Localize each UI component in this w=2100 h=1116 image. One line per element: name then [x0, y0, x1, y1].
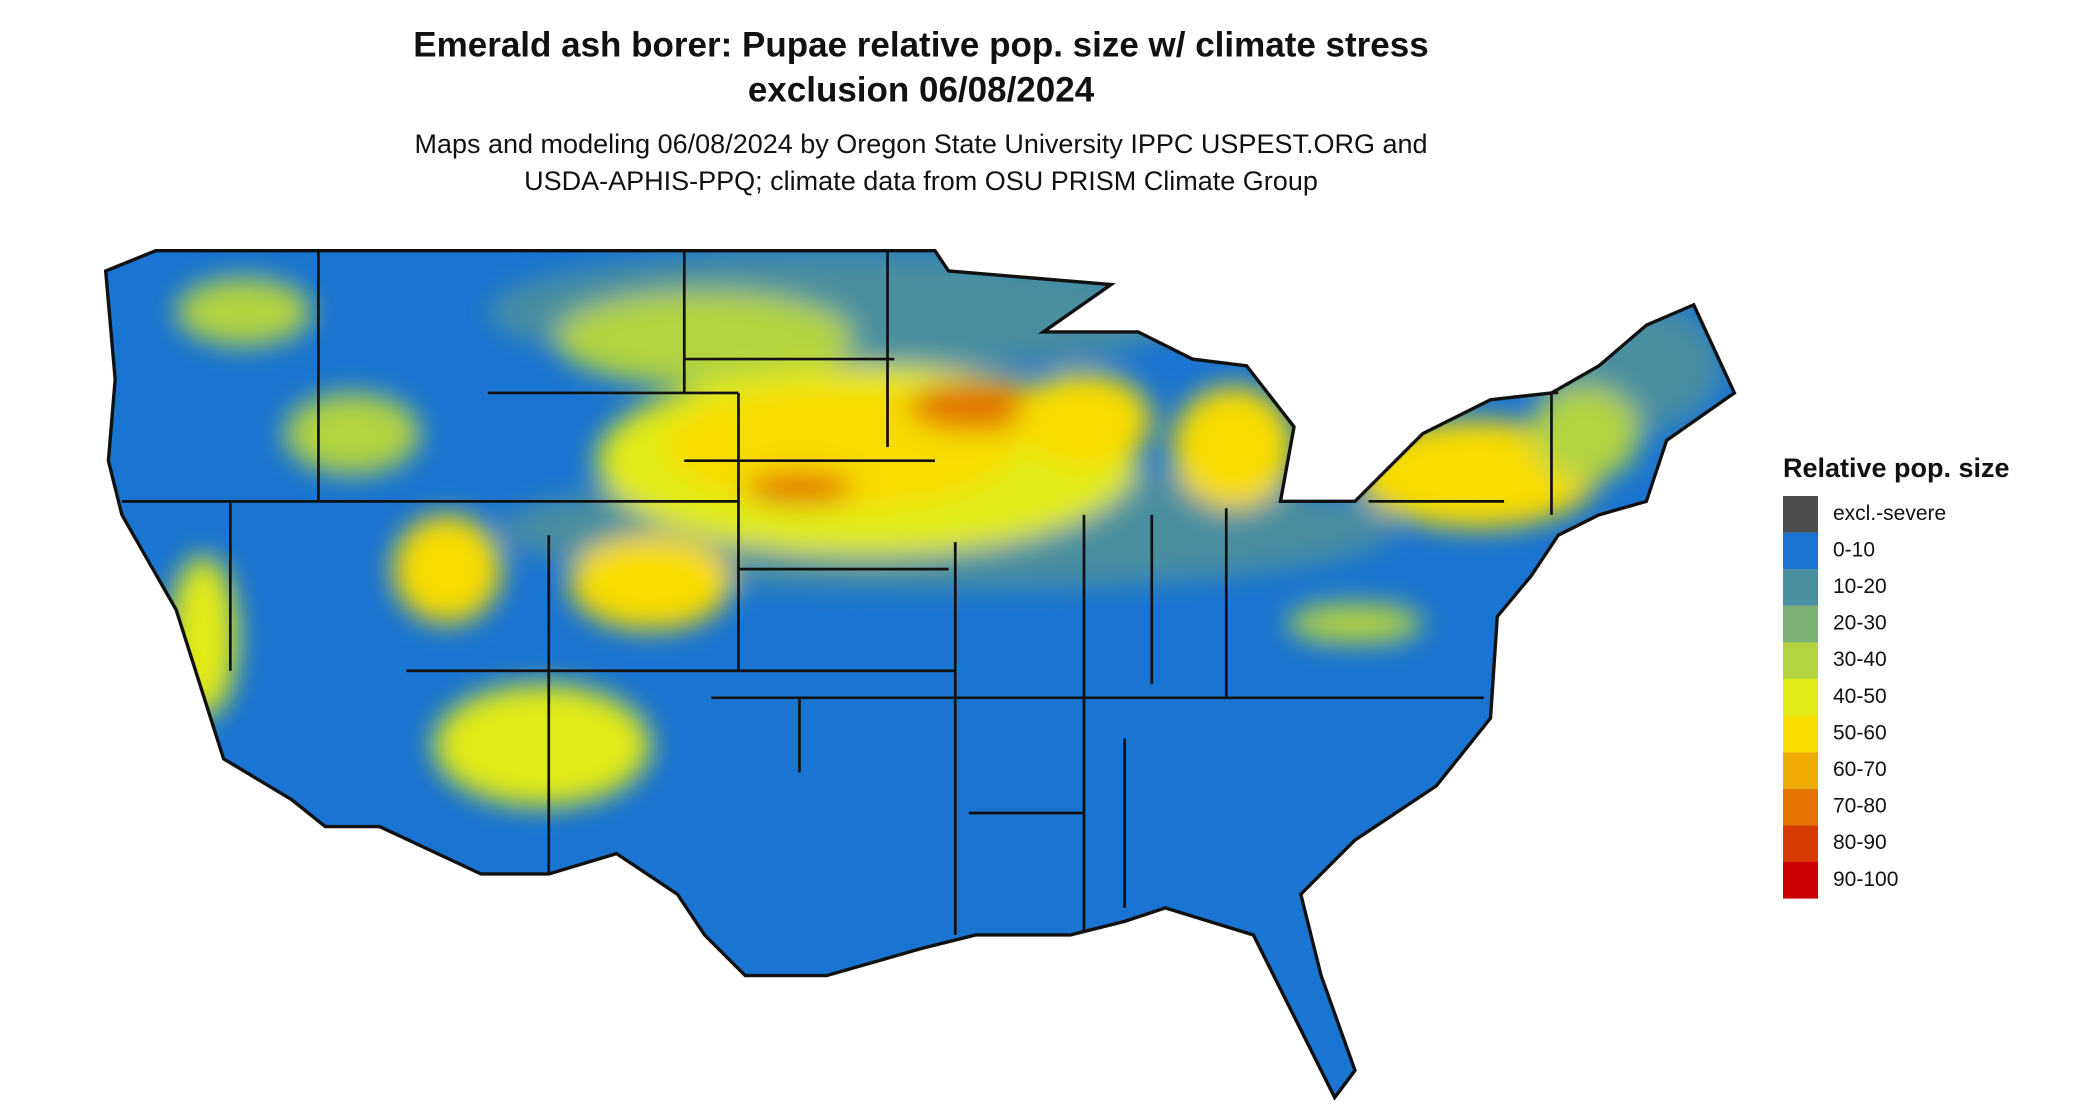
legend-label: 90-100 — [1833, 868, 1898, 891]
legend-swatch — [1783, 825, 1818, 862]
legend-swatch — [1783, 862, 1818, 899]
legend-swatch — [1783, 788, 1818, 826]
legend-label: 70-80 — [1833, 795, 1887, 818]
legend-swatch — [1783, 642, 1818, 679]
legend-label: 10-20 — [1833, 575, 1887, 598]
zone — [555, 291, 854, 387]
legend-label: 30-40 — [1833, 648, 1887, 671]
zone — [907, 382, 1044, 431]
title: exclusion 06/08/2024 — [748, 70, 1095, 109]
zone — [176, 277, 312, 346]
zone — [1016, 372, 1152, 468]
subtitle: Maps and modeling 06/08/2024 by Oregon S… — [414, 129, 1427, 159]
legend-label: 50-60 — [1833, 721, 1887, 744]
zone — [1287, 602, 1423, 644]
us-outline — [103, 248, 1737, 1101]
legend-label: 80-90 — [1833, 831, 1887, 854]
zone — [1531, 386, 1640, 482]
legend-label: 0-10 — [1833, 538, 1875, 561]
legend-swatch — [1783, 752, 1818, 789]
zone — [745, 471, 854, 505]
legend-label: 20-30 — [1833, 612, 1887, 635]
legend-swatch — [1783, 679, 1818, 716]
legend-title: Relative pop. size — [1783, 453, 2010, 483]
subtitle: USDA-APHIS-PPQ; climate data from OSU PR… — [524, 166, 1318, 196]
legend-swatch — [1783, 532, 1818, 570]
legend: Relative pop. size excl.-severe 0-10 10-20… — [1783, 453, 2010, 899]
zone — [569, 535, 732, 631]
legend-swatch — [1783, 496, 1818, 533]
us-land — [105, 250, 1735, 1098]
zone — [392, 514, 502, 624]
zone — [433, 684, 651, 807]
legend-label: 60-70 — [1833, 758, 1887, 781]
legend-swatch — [1783, 605, 1818, 643]
legend-swatch — [1783, 569, 1818, 606]
suitability-zones — [169, 250, 1721, 807]
zone — [1172, 386, 1295, 509]
us-map — [103, 248, 1737, 1101]
legend-label: 40-50 — [1833, 685, 1887, 708]
legend-swatch — [1783, 715, 1818, 753]
zone — [284, 392, 421, 475]
legend-label: excl.-severe — [1833, 502, 1946, 525]
title: Emerald ash borer: Pupae relative pop. s… — [413, 25, 1428, 64]
